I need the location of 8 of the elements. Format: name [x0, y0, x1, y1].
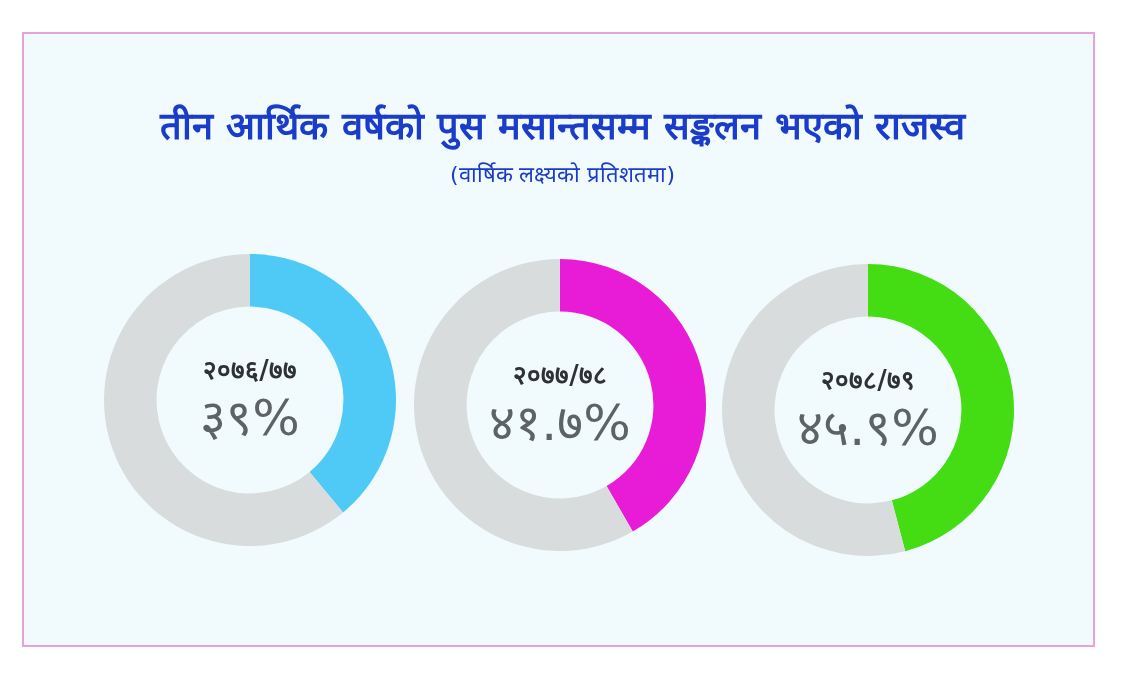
slice-label: २०७६/७७ [203, 354, 297, 385]
data-label: ४१.७% [489, 393, 631, 452]
text: (वार्षिक लक्ष्यको प्रतिशतमा) [448, 161, 677, 188]
slice-label: २०७८/७९ [821, 364, 915, 395]
data-label: ४५.९% [797, 398, 939, 457]
data-label: ३९% [200, 388, 300, 447]
slice-label: २०७७/७८ [513, 359, 607, 390]
text: तीन आर्थिक वर्षको पुस मसान्तसम्म सङ्कलन भएको राजस्व [158, 103, 968, 150]
